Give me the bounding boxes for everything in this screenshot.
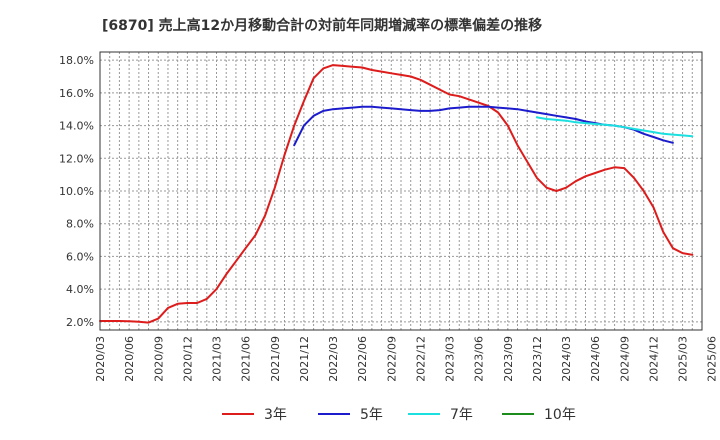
series-line-2: [535, 116, 694, 138]
y-tick-label: 12.0%: [59, 152, 94, 165]
y-tick-label: 2.0%: [66, 316, 94, 329]
legend-label-2: 7年: [450, 407, 473, 423]
legend-label-0: 3年: [264, 407, 287, 423]
y-tick-label: 6.0%: [66, 250, 94, 263]
x-tick-label: 2020/09: [152, 336, 165, 382]
x-tick-label: 2020/03: [94, 336, 107, 382]
x-tick-label: 2025/06: [706, 336, 719, 382]
grid-lines: [99, 52, 703, 330]
x-tick-label: 2024/09: [618, 336, 631, 382]
legend-label-1: 5年: [360, 407, 383, 423]
x-tick-label: 2022/06: [356, 336, 369, 382]
series-line-0: [99, 64, 694, 324]
legend: 3年 5年 7年 10年: [222, 407, 576, 423]
legend-label-3: 10年: [544, 407, 576, 423]
x-tick-label: 2021/09: [269, 336, 282, 382]
x-tick-label: 2022/12: [414, 336, 427, 382]
y-tick-label: 8.0%: [66, 218, 94, 231]
x-tick-label: 2023/12: [531, 336, 544, 382]
x-tick-label: 2024/06: [589, 336, 602, 382]
x-tick-label: 2024/03: [560, 336, 573, 382]
y-tick-label: 10.0%: [59, 185, 94, 198]
y-tick-label: 14.0%: [59, 120, 94, 133]
y-tick-label: 16.0%: [59, 87, 94, 100]
x-tick-label: 2023/06: [473, 336, 486, 382]
x-tick-label: 2020/06: [123, 336, 136, 382]
series-lines: [99, 64, 694, 324]
x-tick-label: 2023/09: [502, 336, 515, 382]
x-tick-label: 2020/12: [181, 336, 194, 382]
x-tick-label: 2021/06: [240, 336, 253, 382]
x-tick-label: 2021/12: [298, 336, 311, 382]
x-tick-label: 2023/03: [444, 336, 457, 382]
y-tick-label: 18.0%: [59, 54, 94, 67]
x-tick-label: 2022/09: [385, 336, 398, 382]
x-tick-label: 2025/03: [677, 336, 690, 382]
x-tick-label: 2024/12: [647, 336, 660, 382]
plot-frame: [99, 51, 703, 331]
x-axis-ticks: 2020/03 2020/06 2020/09 2020/12 2021/03 2021/…: [94, 336, 719, 382]
y-axis-ticks: 2.0% 4.0% 6.0% 8.0% 10.0% 12.0% 14.0% 16.0% 18.0…: [59, 54, 94, 329]
x-tick-label: 2022/03: [327, 336, 340, 382]
chart-title: [6870] 売上高12か月移動合計の対前年同期増減率の標準偏差の推移: [102, 17, 542, 34]
y-tick-label: 4.0%: [66, 283, 94, 296]
x-tick-label: 2021/03: [211, 336, 224, 382]
